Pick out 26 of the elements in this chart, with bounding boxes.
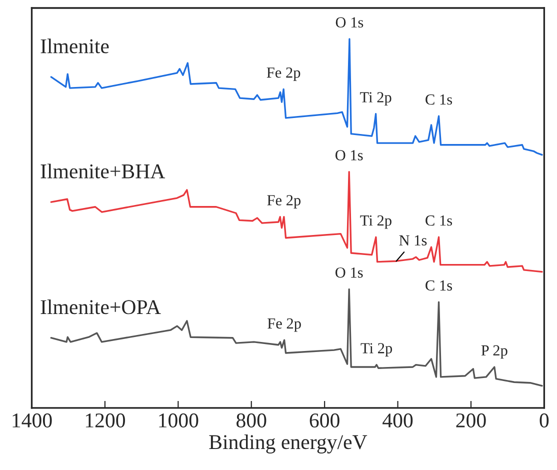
annotation: Fe 2p — [268, 318, 301, 332]
annotation: C 1s — [426, 280, 452, 291]
x-tick-label: 1000 — [159, 413, 198, 428]
x-tick-label: 1200 — [86, 413, 125, 428]
x-tick-label: 600 — [310, 413, 340, 428]
x-tick-label: 400 — [382, 413, 413, 428]
annotation: Fe 2p — [266, 67, 300, 81]
x-axis-title: Binding energy/eV — [209, 434, 368, 454]
series-label: Ilmenite+OPA — [40, 300, 161, 314]
annotation: Ti 2p — [360, 215, 392, 229]
x-tick-label: 800 — [236, 413, 266, 428]
series-label: Ilmenite+BHA — [40, 164, 166, 178]
annotation: N 1s — [399, 235, 427, 246]
x-tick-label: 0 — [540, 413, 549, 428]
annotation: Fe 2p — [267, 195, 301, 208]
series-label: Ilmenite — [40, 38, 109, 54]
annotation: Ti 2p — [360, 343, 392, 356]
x-tick-label: 200 — [456, 413, 486, 428]
annotation: O 1s — [336, 17, 364, 28]
x-tick-label: 1400 — [12, 413, 52, 428]
annotation: O 1s — [336, 267, 363, 278]
annotation: O 1s — [336, 150, 363, 160]
annotation: Ti 2p — [360, 92, 392, 106]
annotation: C 1s — [426, 215, 452, 226]
annotation: C 1s — [426, 94, 452, 105]
annotation: P 2p — [481, 345, 508, 359]
